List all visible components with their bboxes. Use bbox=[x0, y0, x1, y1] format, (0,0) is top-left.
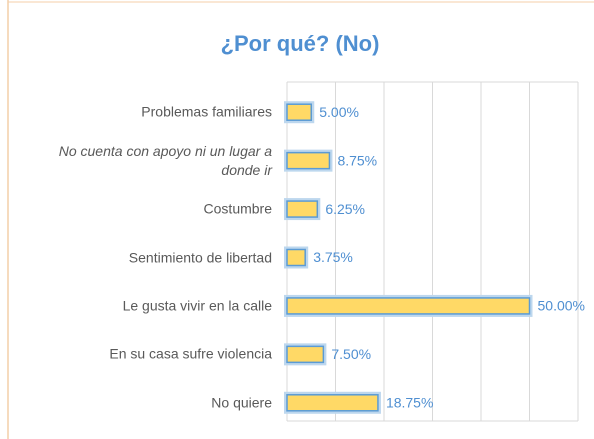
bar-glow bbox=[284, 149, 333, 172]
category-label: Le gusta vivir en la calle bbox=[122, 297, 272, 314]
category-label: Problemas familiares bbox=[141, 103, 272, 120]
value-label: 50.00% bbox=[538, 298, 585, 314]
bar-glow bbox=[284, 101, 315, 124]
category-label: No cuenta con apoyo ni un lugar a donde … bbox=[58, 142, 272, 178]
category-label: Costumbre bbox=[203, 200, 272, 217]
bar bbox=[286, 394, 379, 412]
value-label: 8.75% bbox=[337, 152, 377, 168]
bar-glow bbox=[284, 391, 381, 414]
value-label: 6.25% bbox=[325, 201, 365, 217]
bar-glow bbox=[284, 343, 327, 366]
category-label: No quiere bbox=[211, 394, 272, 411]
value-label: 5.00% bbox=[319, 104, 359, 120]
bar-glow bbox=[284, 246, 309, 269]
value-label: 18.75% bbox=[386, 394, 433, 410]
value-label: 7.50% bbox=[331, 346, 371, 362]
bar-glow bbox=[284, 198, 321, 221]
category-label: Sentimiento de libertad bbox=[128, 249, 272, 265]
bar bbox=[286, 345, 325, 364]
bar bbox=[286, 103, 312, 121]
bar bbox=[286, 297, 531, 315]
bar bbox=[286, 200, 319, 218]
value-label: 3.75% bbox=[313, 249, 353, 265]
bar bbox=[286, 248, 306, 267]
bar bbox=[286, 151, 331, 170]
bar-glow bbox=[284, 294, 533, 317]
chart-title: ¿Por qué? (No) bbox=[221, 31, 380, 56]
category-label: En su casa sufre violencia bbox=[109, 345, 272, 362]
